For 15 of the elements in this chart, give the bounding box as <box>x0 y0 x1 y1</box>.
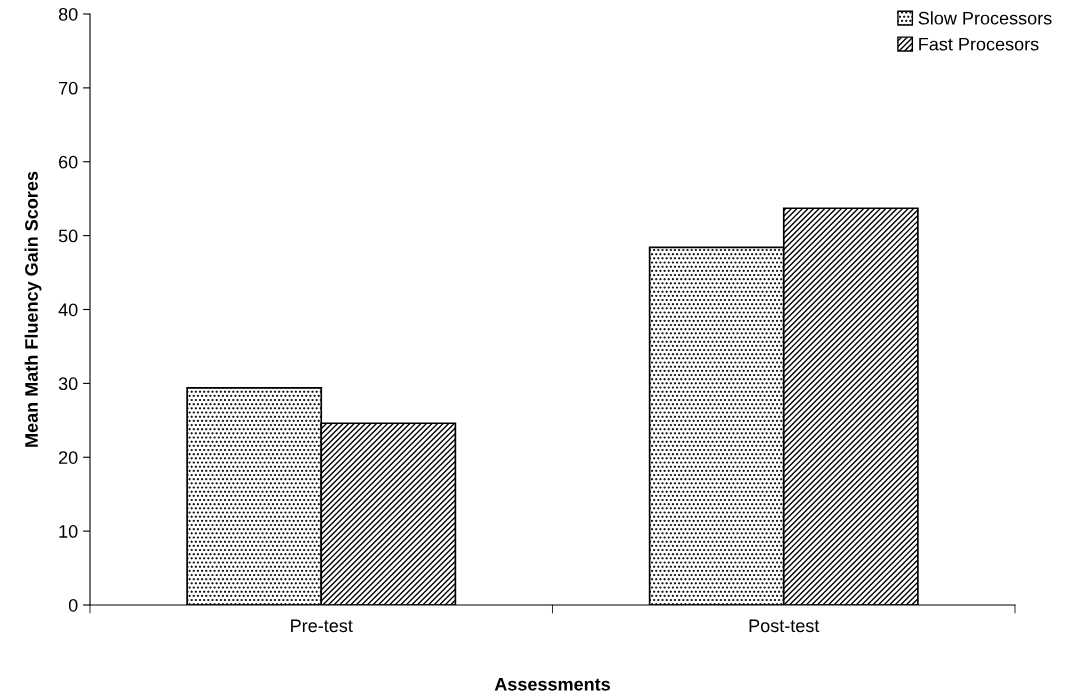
y-axis-title: Mean Math Fluency Gain Scores <box>24 171 42 447</box>
y-tick-label: 0 <box>68 598 78 612</box>
x-axis-title: Assessments <box>494 678 610 691</box>
y-tick-label: 10 <box>59 525 78 538</box>
y-tick-label: 30 <box>58 377 78 391</box>
y-tick-label: 70 <box>59 81 78 95</box>
y-tick-label: 60 <box>59 155 78 169</box>
y-tick-label: 80 <box>58 7 78 21</box>
y-tick-label: 20 <box>59 451 78 464</box>
y-tick-label: 40 <box>58 303 78 317</box>
x-tick-label: Post-test <box>749 619 820 633</box>
x-tick-label: Pre-test <box>291 619 353 633</box>
legend-label: Fast Procesors <box>919 37 1039 51</box>
legend-label: Slow Processors <box>918 11 1052 25</box>
y-tick-label: 50 <box>58 229 78 243</box>
